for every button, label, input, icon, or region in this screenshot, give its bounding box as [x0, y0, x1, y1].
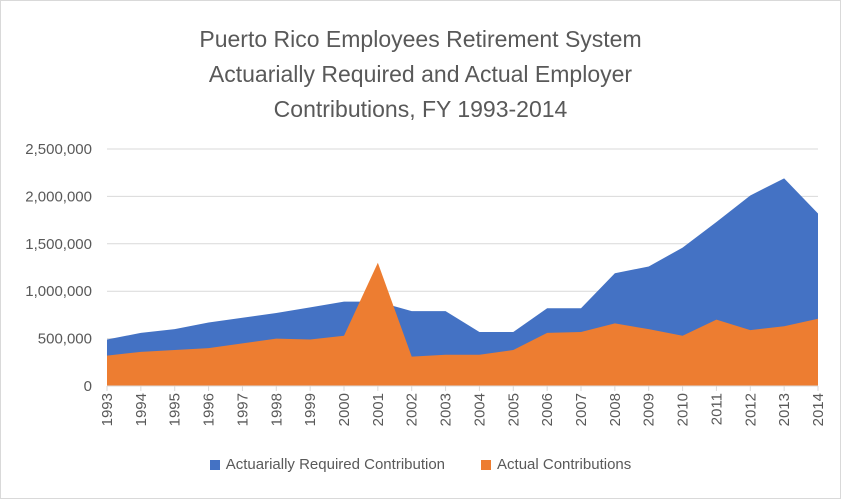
y-tick-label: 1,500,000 — [25, 236, 92, 253]
x-tick-label: 2004 — [471, 393, 488, 426]
x-tick-label: 1993 — [99, 393, 116, 426]
x-tick-label: 2014 — [810, 393, 827, 426]
x-tick-label: 2013 — [776, 393, 793, 426]
x-tick-label: 2000 — [336, 393, 353, 426]
x-tick-label: 2009 — [641, 393, 658, 426]
x-tick-label: 1999 — [302, 393, 319, 426]
x-tick-label: 2003 — [438, 393, 455, 426]
legend-swatch-actual — [481, 459, 492, 470]
legend-item-required: Actuarially Required Contribution — [209, 456, 446, 473]
area-series-actual — [107, 262, 818, 386]
x-tick-label: 1994 — [133, 393, 150, 426]
x-tick-label: 2001 — [370, 393, 387, 426]
x-tick-label: 2010 — [675, 393, 692, 426]
legend-swatch-required — [209, 459, 220, 470]
x-tick-label: 2005 — [505, 393, 522, 426]
x-tick-label: 1998 — [268, 393, 285, 426]
series-areas — [107, 178, 818, 386]
y-tick-label: 2,500,000 — [25, 141, 92, 158]
x-tick-label: 2008 — [607, 393, 624, 426]
y-tick-label: 2,000,000 — [25, 188, 92, 205]
chart-title-line-1: Puerto Rico Employees Retirement System — [199, 26, 642, 52]
y-tick-label: 1,000,000 — [25, 283, 92, 300]
legend: Actuarially Required Contribution Actual… — [0, 456, 841, 473]
x-tick-label: 1997 — [234, 393, 251, 426]
y-tick-labels: 0 500,000 1,000,000 1,500,000 2,000,000 2,500… — [25, 141, 92, 395]
x-tick-label: 2012 — [742, 393, 759, 426]
y-tick-label: 500,000 — [38, 331, 92, 348]
x-tick-label: 2011 — [708, 393, 725, 425]
legend-label-actual: Actual Contributions — [497, 456, 632, 473]
x-tick-label: 2007 — [573, 393, 590, 426]
chart-title-line-3: Contributions, FY 1993-2014 — [273, 96, 568, 122]
x-tick-labels: 1993 1994 1995 1996 1997 1998 1999 2000 2001 2002… — [99, 393, 827, 426]
x-tick-label: 2002 — [404, 393, 421, 426]
y-tick-label: 0 — [84, 378, 92, 395]
axes — [106, 385, 819, 391]
x-tick-label: 1995 — [167, 393, 184, 426]
legend-label-required: Actuarially Required Contribution — [225, 456, 446, 473]
chart-title-line-2: Actuarially Required and Actual Employer — [208, 61, 633, 87]
legend-item-actual: Actual Contributions — [481, 456, 631, 473]
chart-title: Puerto Rico Employees Retirement System … — [0, 22, 841, 127]
x-tick-label: 1996 — [201, 393, 218, 426]
x-tick-label: 2006 — [539, 393, 556, 426]
